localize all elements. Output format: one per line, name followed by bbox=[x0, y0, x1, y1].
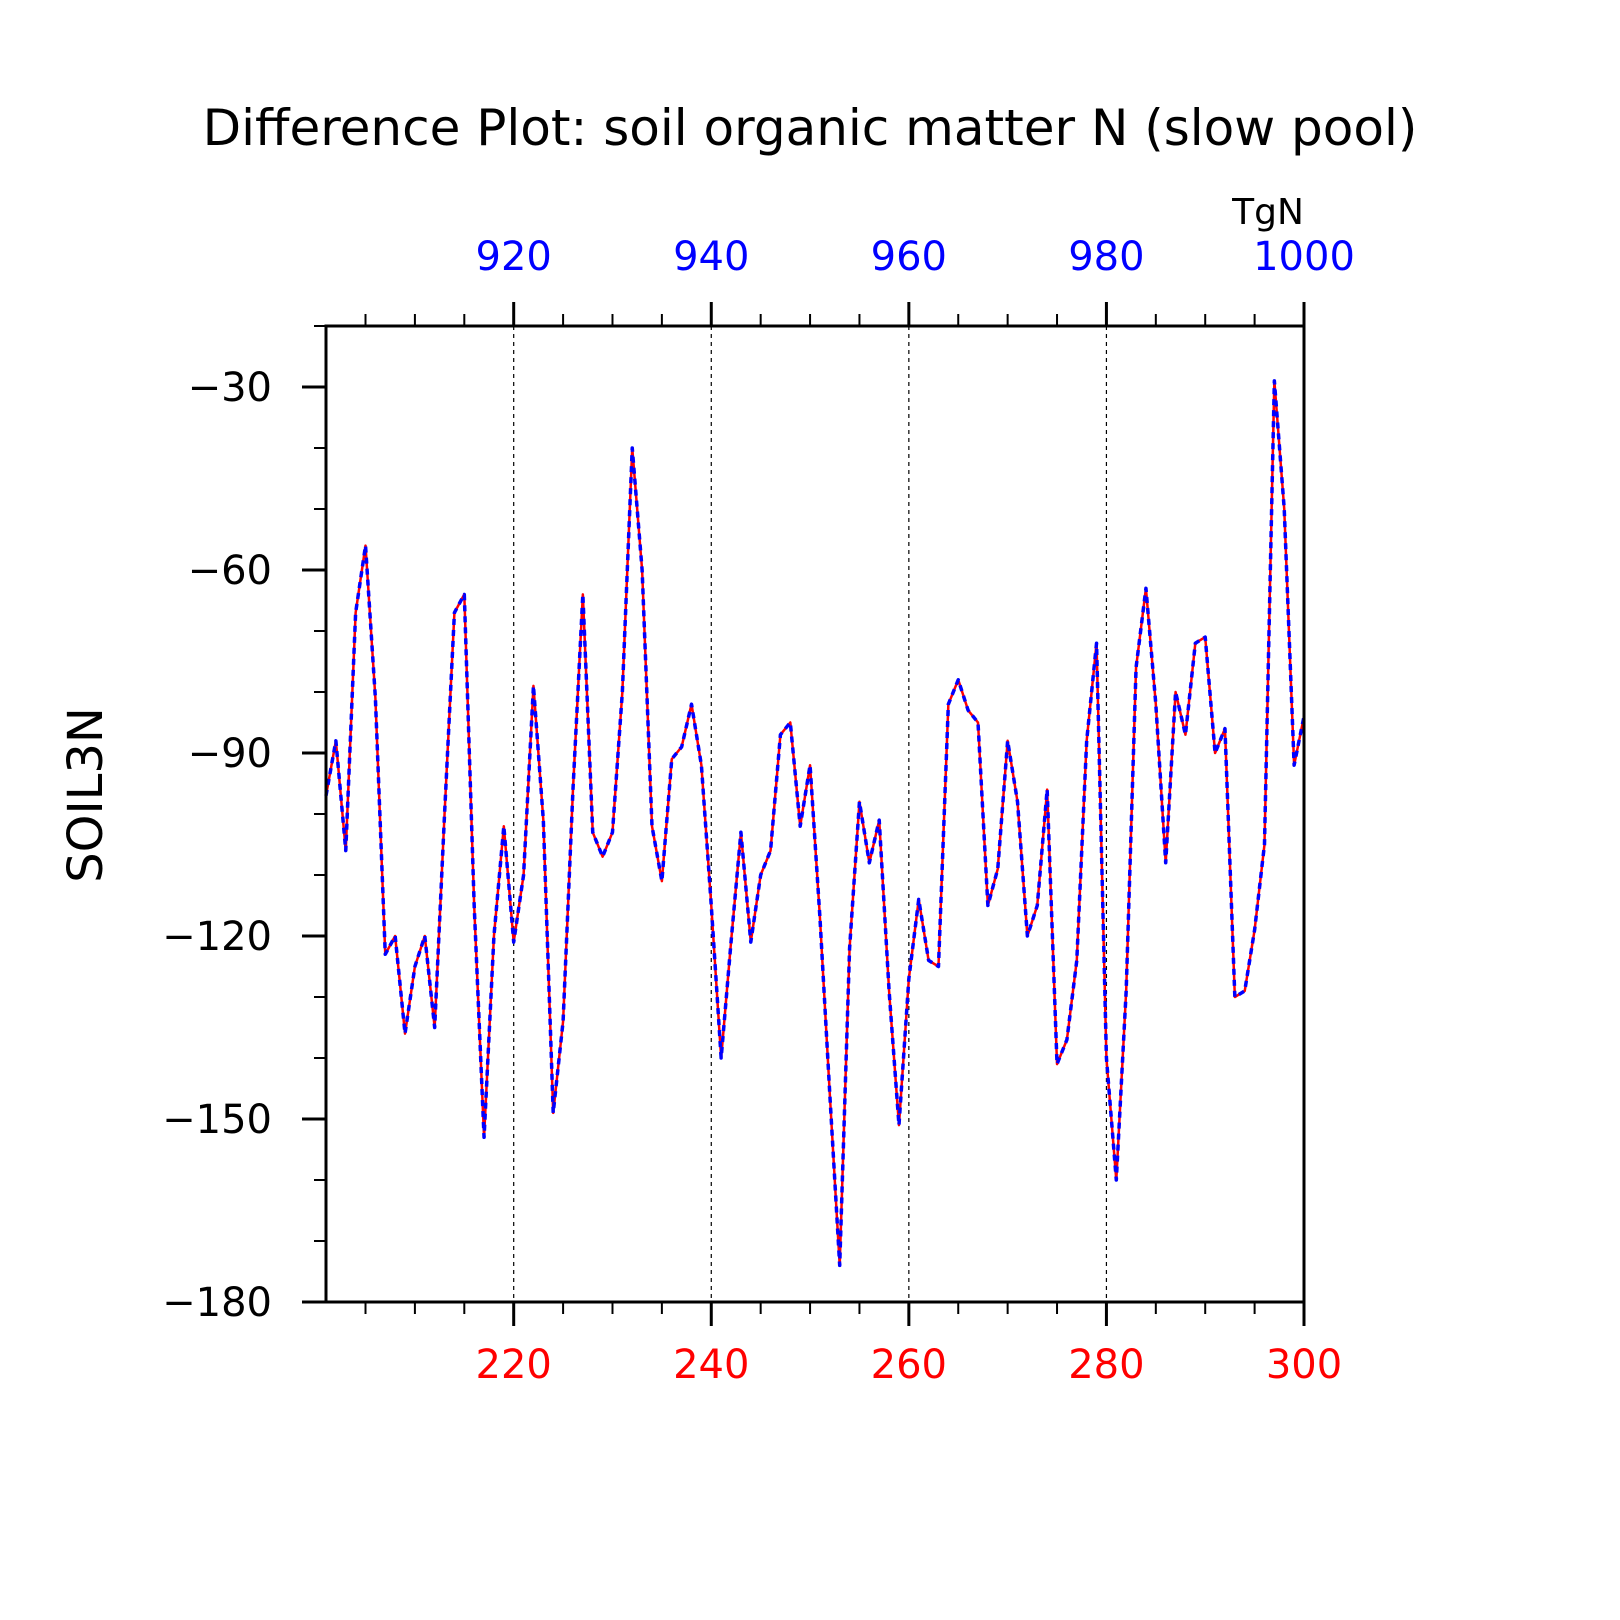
y-tick-label: −60 bbox=[188, 548, 272, 594]
x-top-tick-label: 920 bbox=[476, 234, 552, 280]
tick-labels: 220 240 260 280 300 920 940 960 980 1000 −180 −150 −… bbox=[162, 234, 1355, 1388]
x-bottom-tick-label: 260 bbox=[871, 1342, 947, 1388]
series-lines bbox=[324, 379, 1306, 1268]
chart-title: Difference Plot: soil organic matter N (… bbox=[203, 99, 1418, 157]
y-tick-label: −150 bbox=[162, 1097, 272, 1143]
series-line-bottom bbox=[324, 379, 1306, 1267]
plot-border bbox=[324, 324, 1306, 1304]
x-top-tick-label: 960 bbox=[871, 234, 947, 280]
y-tick-label: −180 bbox=[162, 1280, 272, 1326]
plot-frame bbox=[324, 324, 1306, 1304]
x-top-tick-label: 940 bbox=[673, 234, 749, 280]
x-top-tick-label: 1000 bbox=[1253, 234, 1355, 280]
axis-ticks bbox=[302, 302, 1306, 1326]
y-tick-label: −120 bbox=[162, 914, 272, 960]
grid-lines bbox=[513, 326, 1108, 1302]
y-tick-label: −90 bbox=[188, 731, 272, 777]
x-top-tick-label: 980 bbox=[1068, 234, 1144, 280]
y-axis-title: SOIL3N bbox=[58, 707, 114, 883]
x-bottom-tick-label: 220 bbox=[476, 1342, 552, 1388]
x-bottom-tick-label: 240 bbox=[673, 1342, 749, 1388]
x-bottom-tick-label: 300 bbox=[1266, 1342, 1342, 1388]
x-bottom-tick-label: 280 bbox=[1068, 1342, 1144, 1388]
y-tick-label: −30 bbox=[188, 365, 272, 411]
units-label: TgN bbox=[1231, 192, 1304, 233]
